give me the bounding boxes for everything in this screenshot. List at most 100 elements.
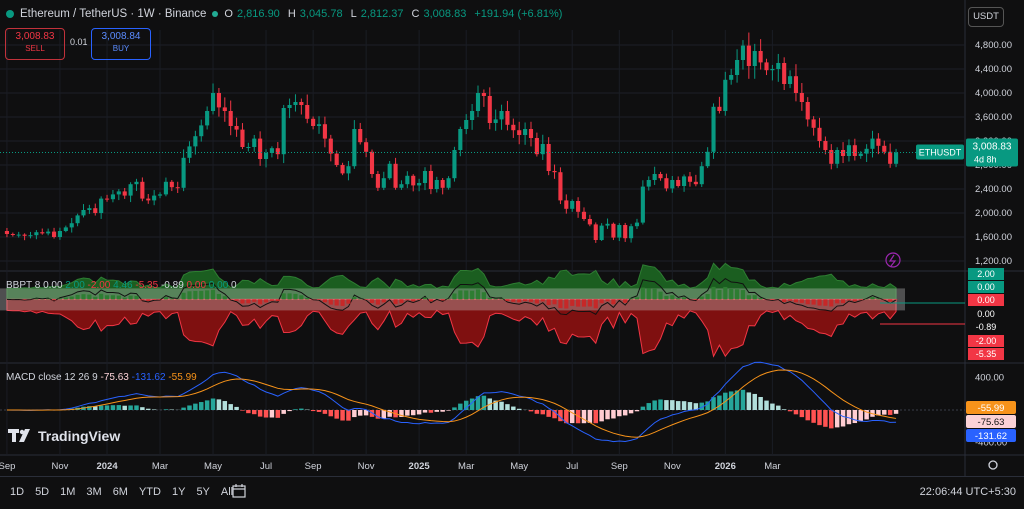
candle-body bbox=[882, 146, 886, 152]
timeframe-5d[interactable]: 5D bbox=[35, 486, 49, 498]
candle-body bbox=[170, 182, 174, 187]
macd-histogram-bar bbox=[788, 410, 792, 411]
candle-body bbox=[706, 152, 710, 166]
candle-body bbox=[747, 46, 751, 66]
macd-histogram-bar bbox=[647, 403, 651, 410]
bbpt-histogram-bar bbox=[329, 299, 333, 304]
macd-histogram-bar bbox=[629, 410, 633, 413]
macd-histogram-bar bbox=[423, 410, 427, 413]
candle-body bbox=[800, 93, 804, 102]
candle-body bbox=[111, 194, 115, 199]
macd-histogram-bar bbox=[99, 406, 103, 410]
candle-body bbox=[676, 180, 680, 186]
bbpt-value-8: 0 bbox=[228, 280, 236, 291]
bbpt-values: 0.00 2.00 -2.00 4.46 -5.35 -0.89 0.00 0.… bbox=[43, 280, 237, 291]
candle-body bbox=[870, 139, 874, 149]
candle-body bbox=[711, 107, 715, 152]
bbpt-histogram-bar bbox=[735, 289, 739, 299]
candle-body bbox=[341, 165, 345, 173]
macd-histogram-bar bbox=[199, 402, 203, 410]
bbpt-histogram-bar bbox=[817, 299, 821, 305]
macd-histogram-bar bbox=[529, 410, 533, 411]
bbpt-histogram-bar bbox=[211, 290, 215, 300]
candle-body bbox=[76, 215, 80, 223]
lightning-icon[interactable] bbox=[886, 253, 900, 267]
bbpt-value-2: -2.00 bbox=[85, 280, 111, 291]
macd-histogram-bar bbox=[234, 407, 238, 410]
candle-body bbox=[34, 232, 38, 235]
macd-histogram-bar bbox=[617, 410, 621, 416]
macd-scale-label: 400.00 bbox=[975, 373, 1004, 384]
watermark-text: TradingView bbox=[38, 428, 120, 444]
macd-histogram-bar bbox=[605, 410, 609, 419]
macd-histogram-bar bbox=[623, 410, 627, 415]
macd-value-tag-label: -75.63 bbox=[978, 417, 1005, 428]
bbpt-histogram-bar bbox=[794, 299, 798, 302]
bbpt-histogram-bar bbox=[170, 299, 174, 300]
bbpt-value-7: 0.00 bbox=[206, 280, 228, 291]
time-tick-label: Jul bbox=[566, 461, 578, 472]
candle-body bbox=[58, 231, 62, 237]
bbpt-histogram-bar bbox=[282, 293, 286, 299]
bbpt-histogram-bar bbox=[647, 288, 651, 299]
buy-button[interactable]: 3,008.84 BUY bbox=[91, 28, 151, 60]
macd-histogram-bar bbox=[729, 391, 733, 410]
candle-body bbox=[129, 184, 133, 195]
currency-button[interactable]: USDT bbox=[968, 7, 1004, 27]
macd-title[interactable]: MACD close 12 26 9 bbox=[6, 372, 98, 383]
bbpt-histogram-bar bbox=[93, 297, 97, 300]
macd-histogram-bar bbox=[252, 410, 256, 414]
bbpt-title[interactable]: BBPT 8 bbox=[6, 280, 40, 291]
bbpt-histogram-bar bbox=[358, 299, 362, 300]
macd-histogram-bar bbox=[181, 408, 185, 410]
chart-canvas[interactable]: 4,800.004,400.004,000.003,600.003,200.00… bbox=[0, 0, 1024, 476]
candle-body bbox=[588, 219, 592, 224]
candle-body bbox=[40, 232, 44, 233]
candle-body bbox=[476, 93, 480, 111]
bbpt-histogram-bar bbox=[352, 297, 356, 300]
candle-body bbox=[570, 201, 574, 209]
candle-body bbox=[435, 180, 439, 189]
candle-body bbox=[806, 102, 810, 119]
clock[interactable]: 22:06:44 UTC+5:30 bbox=[920, 486, 1016, 498]
ethereum-icon bbox=[6, 10, 14, 18]
candle-body bbox=[812, 119, 816, 127]
bbpt-histogram-bar bbox=[535, 299, 539, 303]
tradingview-logo[interactable]: TradingView bbox=[8, 428, 120, 444]
candle-body bbox=[52, 232, 56, 237]
candle-body bbox=[865, 149, 869, 154]
bbpt-histogram-bar bbox=[399, 299, 403, 303]
time-tick-label: Nov bbox=[664, 461, 681, 472]
macd-histogram-bar bbox=[105, 405, 109, 410]
timeframe-1y[interactable]: 1Y bbox=[172, 486, 185, 498]
macd-histogram-bar bbox=[187, 405, 191, 410]
candle-body bbox=[582, 212, 586, 219]
timeframe-3m[interactable]: 3M bbox=[86, 486, 101, 498]
gear-icon[interactable] bbox=[989, 461, 997, 469]
candle-body bbox=[576, 201, 580, 212]
date-range-icon[interactable] bbox=[231, 483, 247, 504]
bbpt-histogram-bar bbox=[258, 299, 262, 304]
candle-body bbox=[305, 105, 309, 119]
macd-histogram-bar bbox=[358, 410, 362, 416]
time-tick-label: Nov bbox=[358, 461, 375, 472]
timeframe-ytd[interactable]: YTD bbox=[139, 486, 161, 498]
last-price-tag-countdown: 4d 8h bbox=[974, 154, 997, 164]
timeframe-1m[interactable]: 1M bbox=[60, 486, 75, 498]
candle-body bbox=[653, 174, 657, 180]
candle-body bbox=[841, 150, 845, 156]
sell-button[interactable]: 3,008.83 SELL bbox=[5, 28, 65, 60]
bbpt-histogram-bar bbox=[182, 293, 186, 300]
ohlc-key: C bbox=[412, 8, 420, 20]
macd-histogram-bar bbox=[228, 404, 232, 410]
timeframe-6m[interactable]: 6M bbox=[113, 486, 128, 498]
candle-body bbox=[647, 180, 651, 187]
symbol-title[interactable]: Ethereum / TetherUS · 1W · Binance bbox=[20, 8, 206, 20]
timeframe-1d[interactable]: 1D bbox=[10, 486, 24, 498]
time-tick-label: Sep bbox=[305, 461, 322, 472]
macd-histogram-bar bbox=[582, 410, 586, 423]
candle-body bbox=[729, 75, 733, 80]
timeframe-5y[interactable]: 5Y bbox=[196, 486, 209, 498]
